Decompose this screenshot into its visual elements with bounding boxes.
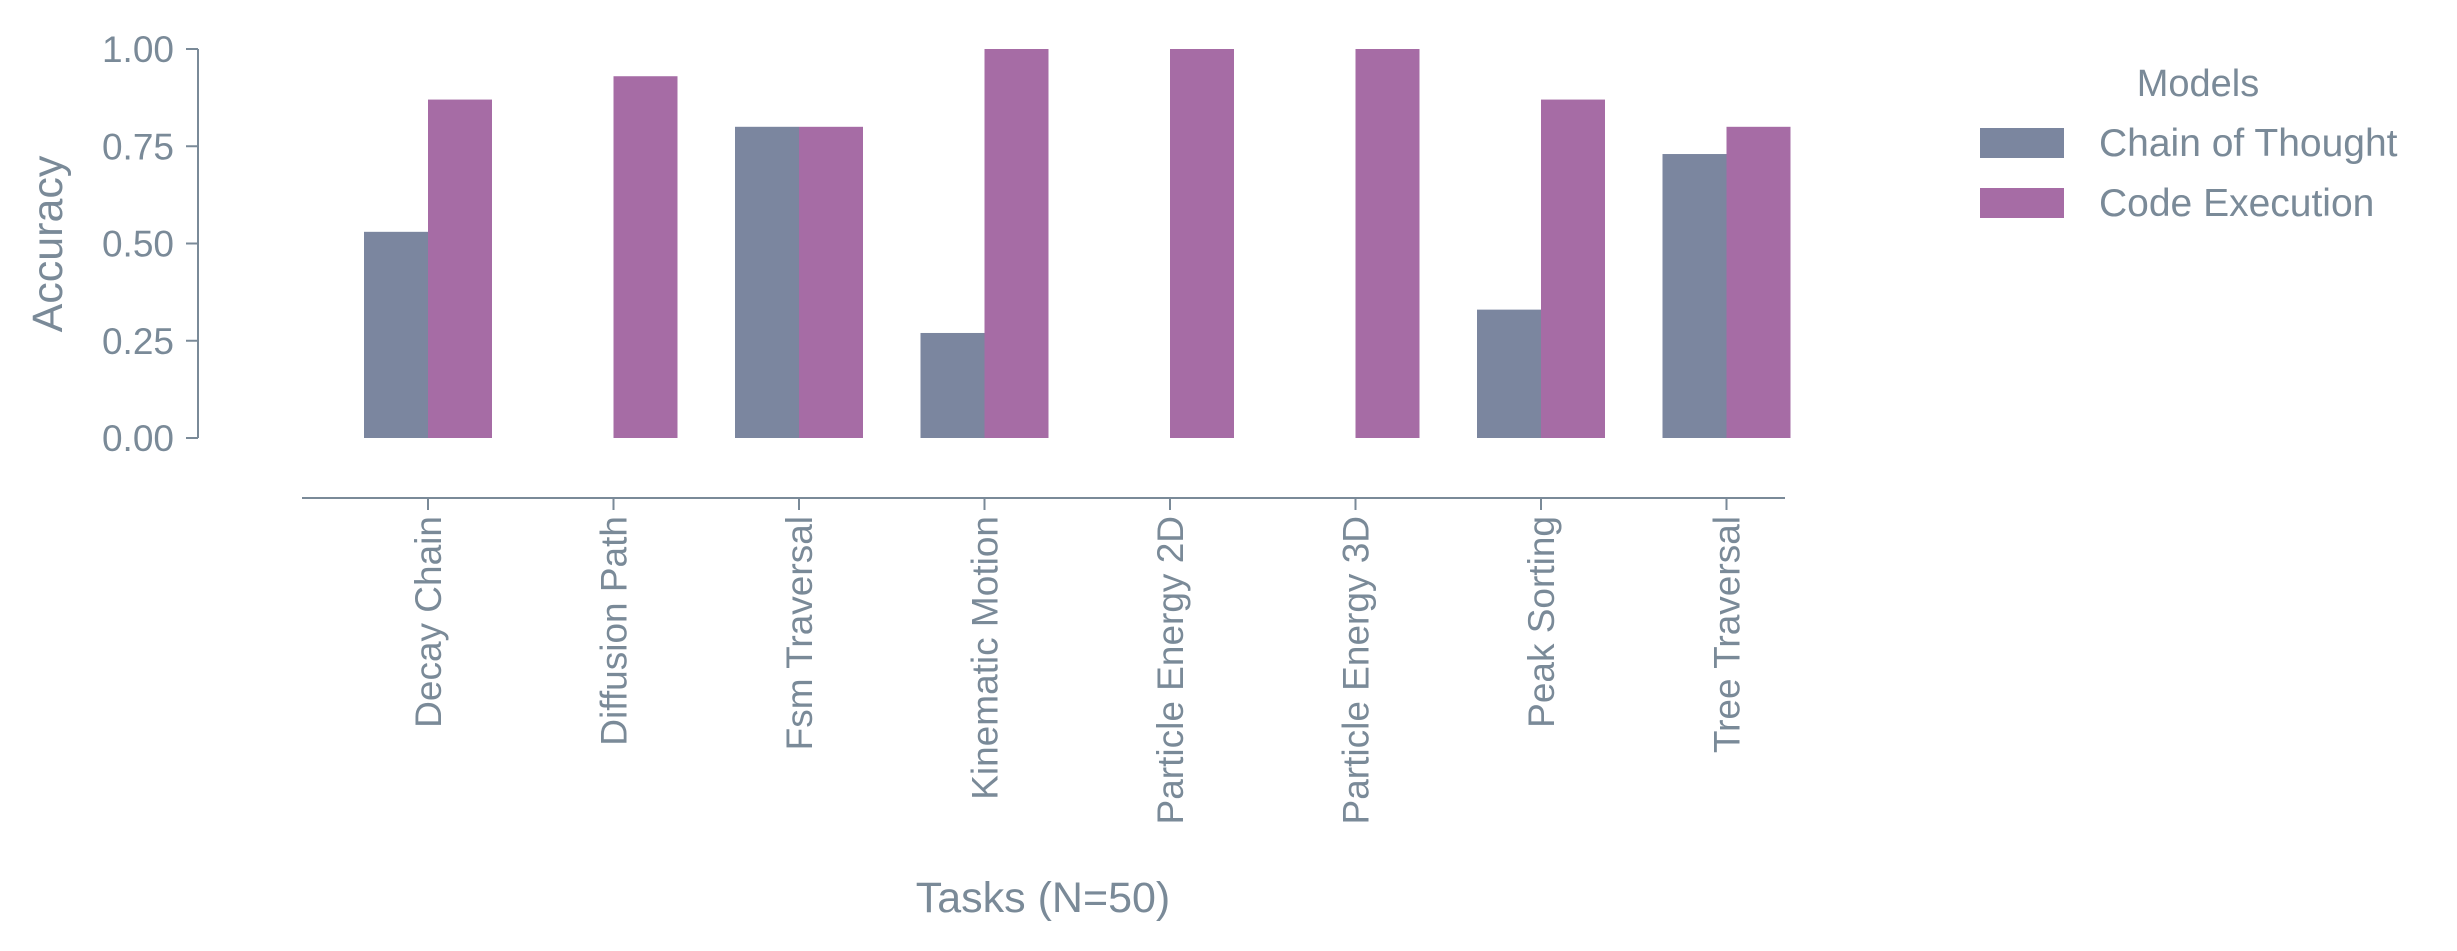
- bar-chain-of-thought: [735, 126, 799, 439]
- bar-code-execution: [984, 49, 1049, 438]
- legend-swatch: [1980, 188, 2064, 218]
- y-tick-label: 0.75: [102, 126, 174, 167]
- bar-code-execution: [799, 126, 863, 439]
- bar-chain-of-thought: [364, 231, 428, 438]
- legend-swatch: [1980, 128, 2064, 158]
- bar-chain-of-thought: [1662, 154, 1727, 438]
- bar-code-execution: [1541, 99, 1605, 438]
- y-tick-label: 0.50: [102, 224, 174, 265]
- x-axis: Decay Chain Diffusion Path Fsm Traversal Ki…: [302, 497, 1785, 824]
- x-tick-label: Diffusion Path: [594, 516, 635, 746]
- legend-title: Models: [2137, 63, 2260, 105]
- y-tick-label: 0.00: [102, 418, 174, 459]
- y-tick-label: 0.25: [102, 321, 174, 362]
- y-tick-label: 1.00: [102, 29, 174, 70]
- x-axis-title: Tasks (N=50): [916, 874, 1171, 922]
- y-axis: 0.00 0.25 0.50 0.75 1.00: [102, 29, 199, 459]
- x-tick-label: Peak Sorting: [1521, 516, 1562, 728]
- x-tick-label: Tree Traversal: [1707, 516, 1748, 753]
- bar-chain-of-thought: [920, 332, 985, 438]
- bars: [364, 49, 1791, 439]
- bar-code-execution: [613, 76, 678, 438]
- x-tick-label: Kinematic Motion: [965, 516, 1006, 800]
- bar-chain-of-thought: [1477, 309, 1541, 438]
- x-tick-label: Fsm Traversal: [779, 516, 820, 750]
- x-tick-label: Decay Chain: [408, 516, 449, 728]
- bar-code-execution: [1170, 49, 1234, 438]
- x-tick-label: Particle Energy 3D: [1336, 516, 1377, 824]
- x-tick-label: Particle Energy 2D: [1150, 516, 1191, 824]
- bar-code-execution: [428, 99, 492, 438]
- y-axis-title: Accuracy: [24, 155, 72, 332]
- legend: Chain of Thought Code Execution: [1980, 122, 2398, 225]
- bar-code-execution: [1355, 49, 1420, 438]
- legend-label: Code Execution: [2099, 182, 2374, 225]
- legend-label: Chain of Thought: [2099, 122, 2398, 165]
- bar-code-execution: [1726, 126, 1791, 439]
